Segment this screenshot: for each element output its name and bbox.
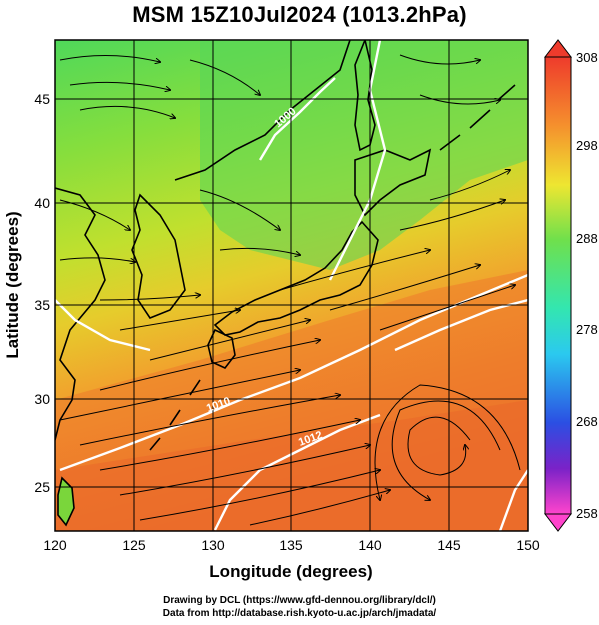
streamline	[149, 320, 310, 361]
colorbar-max-triangle	[543, 39, 573, 58]
colorbar-tick-label: 278	[576, 322, 598, 337]
colorbar-bar	[544, 56, 572, 515]
isobar-1000	[258, 77, 336, 161]
credit-data: Data from http://database.rish.kyoto-u.a…	[162, 608, 437, 619]
colorbar-tick-label: 308	[576, 50, 598, 65]
colorbar-tick-label: 258	[576, 506, 598, 521]
colorbar-tick-label: 268	[576, 414, 598, 429]
x-tick-label: 150	[516, 537, 540, 553]
streamline	[99, 295, 200, 301]
x-tick-label: 145	[437, 537, 461, 553]
streamline	[189, 59, 260, 95]
isobar-1012a	[213, 413, 381, 531]
y-tick-label: 35	[34, 297, 50, 313]
streamline	[69, 81, 170, 90]
streamline	[429, 170, 510, 201]
y-tick-label: 30	[34, 391, 50, 407]
wind-streamlines	[59, 54, 521, 526]
streamline	[249, 490, 390, 526]
streamline	[279, 250, 430, 291]
streamline	[199, 189, 280, 230]
streamline	[59, 370, 300, 421]
x-tick-label: 140	[358, 537, 382, 553]
x-tick-label: 135	[279, 537, 303, 553]
korea-coast	[131, 193, 186, 319]
colorbar-min-triangle	[543, 513, 573, 532]
streamline	[379, 285, 515, 331]
china-coast	[55, 187, 106, 441]
streamline	[99, 340, 320, 391]
streamline	[79, 105, 175, 118]
y-tick-label: 25	[34, 479, 50, 495]
x-tick-label: 125	[122, 537, 146, 553]
streamline	[139, 470, 380, 521]
colorbar	[543, 39, 573, 532]
streamline	[419, 94, 500, 105]
primorye-coast	[174, 40, 351, 181]
isobar-west	[55, 299, 151, 352]
streamline	[119, 445, 370, 496]
graticule	[55, 40, 528, 531]
streamline	[374, 384, 521, 500]
streamline	[119, 310, 240, 331]
honshu-coast	[213, 220, 379, 336]
map-title: MSM 15Z10Jul2024 (1013.2hPa)	[132, 2, 467, 27]
streamline	[391, 400, 501, 500]
kuril-islands	[439, 84, 516, 151]
streamline	[59, 54, 160, 62]
plot-frame	[54, 39, 529, 532]
streamline	[399, 54, 480, 65]
streamline	[59, 257, 135, 262]
taiwan-coast	[57, 476, 75, 527]
y-tick-label: 40	[34, 195, 50, 211]
streamline	[79, 395, 340, 446]
y-axis-label: Latitude (degrees)	[3, 211, 22, 358]
streamline	[59, 199, 130, 230]
streamline	[399, 200, 505, 231]
x-tick-label: 120	[43, 537, 67, 553]
colorbar-tick-label: 298	[576, 138, 598, 153]
coastlines	[55, 40, 516, 527]
colorbar-tick-label: 288	[576, 231, 598, 246]
credits: Drawing by DCL (https://www.gfd-dennou.o…	[0, 594, 599, 620]
x-axis-label: Longitude (degrees)	[209, 562, 372, 581]
weather-map-figure: 1000 1010 1012 120 125 130 135 140 145 1…	[3, 39, 598, 581]
streamline	[99, 420, 360, 471]
isobar-upper	[328, 40, 387, 281]
x-tick-label: 130	[201, 537, 225, 553]
isobar-1012c	[498, 469, 528, 531]
y-tick-label: 45	[34, 91, 50, 107]
credit-drawing: Drawing by DCL (https://www.gfd-dennou.o…	[163, 595, 436, 606]
cool-region	[200, 40, 528, 270]
streamline	[219, 247, 300, 255]
streamline	[407, 416, 471, 476]
hokkaido-coast	[354, 148, 432, 217]
